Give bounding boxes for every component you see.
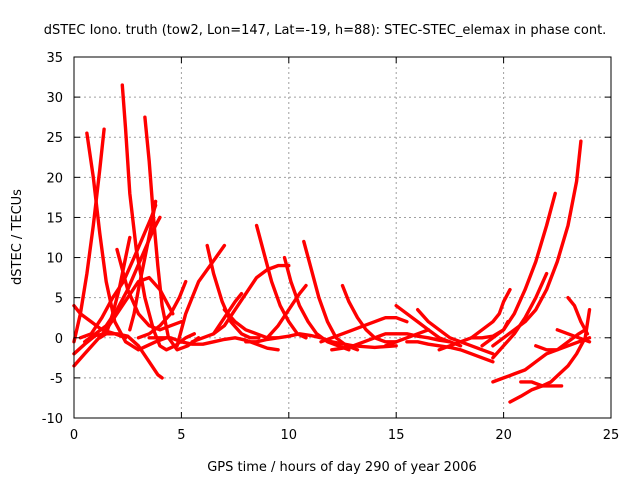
series-line-37 xyxy=(508,308,592,404)
series-line-5 xyxy=(143,115,201,352)
y-tick-label: -10 xyxy=(42,412,63,427)
x-tick-label: 25 xyxy=(603,428,620,443)
series-line-15 xyxy=(175,243,227,348)
series-line-17 xyxy=(190,263,291,344)
ticks xyxy=(73,56,612,419)
tick-labels: 0 5 10 15 20 25 -10 -5 0 5 10 15 20 25 30 35 xyxy=(42,51,620,443)
series-line-38 xyxy=(519,380,564,388)
y-tick-label: -5 xyxy=(50,372,63,387)
y-tick-label: 30 xyxy=(46,91,63,106)
series-line-27 xyxy=(330,332,463,352)
series-line-2 xyxy=(72,127,106,344)
series-line-32 xyxy=(405,340,495,364)
series-line-39 xyxy=(534,336,592,352)
x-tick-label: 0 xyxy=(70,428,78,443)
y-axis-label: dSTEC / TECUs xyxy=(10,189,25,285)
y-tick-label: 5 xyxy=(55,292,63,307)
chart-title: dSTEC Iono. truth (tow2, Lon=147, Lat=-1… xyxy=(44,23,607,38)
y-tick-label: 15 xyxy=(46,211,63,226)
series-line-26 xyxy=(319,316,409,344)
series-line-35 xyxy=(491,139,583,348)
series-line-25 xyxy=(340,283,398,344)
y-tick-label: 10 xyxy=(46,252,63,267)
series-line-8 xyxy=(78,203,158,340)
series-line-13 xyxy=(136,279,188,340)
series-line-18 xyxy=(211,292,244,336)
series-line-42 xyxy=(480,320,510,348)
plot-frame xyxy=(73,56,612,419)
series-line-28 xyxy=(394,304,452,344)
series-line-6 xyxy=(128,199,158,332)
y-tick-label: 25 xyxy=(46,131,63,146)
series-line-30 xyxy=(416,308,495,356)
series-line-24 xyxy=(265,283,308,340)
x-tick-label: 5 xyxy=(177,428,185,443)
series-line-21 xyxy=(282,255,351,352)
series-line-40 xyxy=(555,328,592,344)
series-line-29 xyxy=(383,328,431,348)
series-line-16 xyxy=(205,243,261,340)
x-tick-label: 15 xyxy=(388,428,405,443)
series-line-31 xyxy=(437,287,512,352)
series-line-36 xyxy=(491,328,587,384)
x-tick-label: 20 xyxy=(495,428,512,443)
y-tick-label: 35 xyxy=(46,51,63,66)
series-group xyxy=(72,83,592,404)
series-line-14 xyxy=(147,336,280,352)
series-line-10 xyxy=(72,304,128,340)
series-line-11 xyxy=(72,275,175,368)
y-tick-label: 20 xyxy=(46,171,63,186)
series-line-34 xyxy=(469,191,557,340)
x-axis-label: GPS time / hours of day 290 of year 2006 xyxy=(207,460,477,475)
y-tick-label: 0 xyxy=(55,332,63,347)
series-line-41 xyxy=(566,296,590,336)
grid xyxy=(74,57,611,418)
x-tick-label: 10 xyxy=(281,428,298,443)
series-line-12 xyxy=(115,247,184,332)
